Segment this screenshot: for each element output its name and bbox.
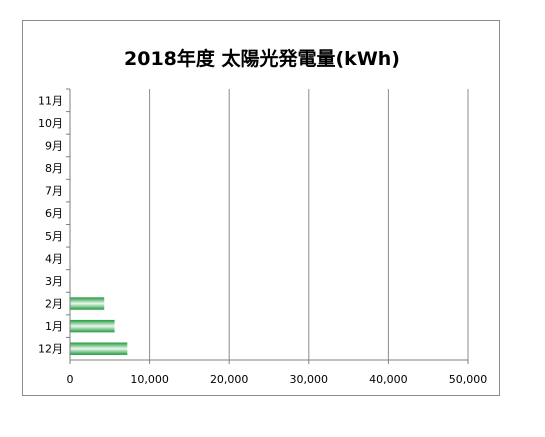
category-labels: 12月 1月 2月 3月 4月 5月 6月 7月 8月 9月 10月 11月	[38, 94, 63, 355]
category-label: 10月	[38, 117, 63, 130]
bars	[70, 297, 128, 355]
category-label: 6月	[45, 207, 63, 220]
category-label: 9月	[45, 139, 63, 152]
category-label: 8月	[45, 162, 63, 175]
category-label: 12月	[38, 343, 63, 356]
axes	[66, 88, 469, 364]
gridlines	[149, 89, 469, 360]
x-tick-label: 30,000	[290, 373, 329, 386]
bar	[70, 319, 115, 333]
category-label: 4月	[45, 252, 63, 265]
chart-title: 2018年度 太陽光発電量(kWh)	[124, 47, 400, 70]
bar	[70, 297, 105, 310]
category-label: 11月	[38, 94, 63, 107]
x-tick-label: 0	[67, 373, 74, 386]
value-labels: 0 10,000 20,000 30,000 40,000 50,000	[67, 373, 488, 386]
x-tick-label: 40,000	[369, 373, 408, 386]
x-tick-label: 20,000	[210, 373, 249, 386]
category-label: 3月	[45, 275, 63, 288]
chart-frame: 2018年度 太陽光発電量(kWh) 12月 1月 2月 3月 4月 5月 6月 7月 8月 9月…	[22, 20, 500, 396]
category-label: 5月	[45, 230, 63, 243]
x-tick-label: 50,000	[449, 373, 488, 386]
category-label: 1月	[45, 320, 63, 333]
bar	[70, 342, 128, 355]
category-label: 7月	[45, 185, 63, 198]
chart-svg: 2018年度 太陽光発電量(kWh) 12月 1月 2月 3月 4月 5月 6月 7月 8月 9月…	[38, 47, 488, 386]
category-label: 2月	[45, 298, 63, 311]
x-tick-label: 10,000	[130, 373, 169, 386]
